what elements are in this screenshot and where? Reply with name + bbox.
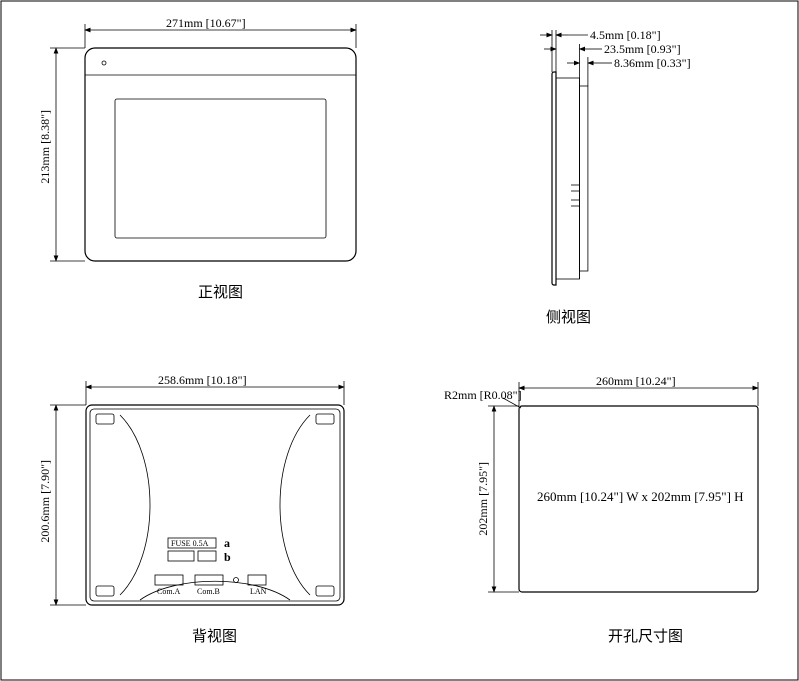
side-d3: 8.36mm [0.33"] <box>614 56 691 71</box>
drawing-canvas <box>0 0 799 681</box>
back-height-dim: 200.6mm [7.90"] <box>38 460 53 543</box>
cutout-caption: 开孔尺寸图 <box>608 625 683 646</box>
back-view <box>50 381 344 605</box>
cutout-text: 260mm [10.24"] W x 202mm [7.95"] H <box>537 489 744 505</box>
side-view <box>540 30 612 285</box>
cutout-view <box>488 382 758 592</box>
front-height-dim: 213mm [8.38"] <box>38 110 53 184</box>
lan-label: LAN <box>250 587 266 596</box>
side-d2: 23.5mm [0.93"] <box>604 42 681 57</box>
side-caption: 侧视图 <box>546 306 591 327</box>
cutout-height-dim: 202mm [7.95"] <box>476 462 491 536</box>
port-a: a <box>224 536 230 551</box>
comB-label: Com.B <box>197 587 220 596</box>
comA-label: Com.A <box>157 587 180 596</box>
back-caption: 背视图 <box>192 625 237 646</box>
fuse-label: FUSE 0.5A <box>171 539 208 548</box>
side-d1: 4.5mm [0.18"] <box>590 28 661 43</box>
back-width-dim: 258.6mm [10.18"] <box>158 373 247 388</box>
cutout-width-dim: 260mm [10.24"] <box>596 374 676 389</box>
front-width-dim: 271mm [10.67"] <box>166 16 246 31</box>
port-b: b <box>224 550 231 565</box>
front-view <box>50 24 356 261</box>
cutout-radius: R2mm [R0.08"] <box>444 388 522 403</box>
front-caption: 正视图 <box>198 281 243 302</box>
